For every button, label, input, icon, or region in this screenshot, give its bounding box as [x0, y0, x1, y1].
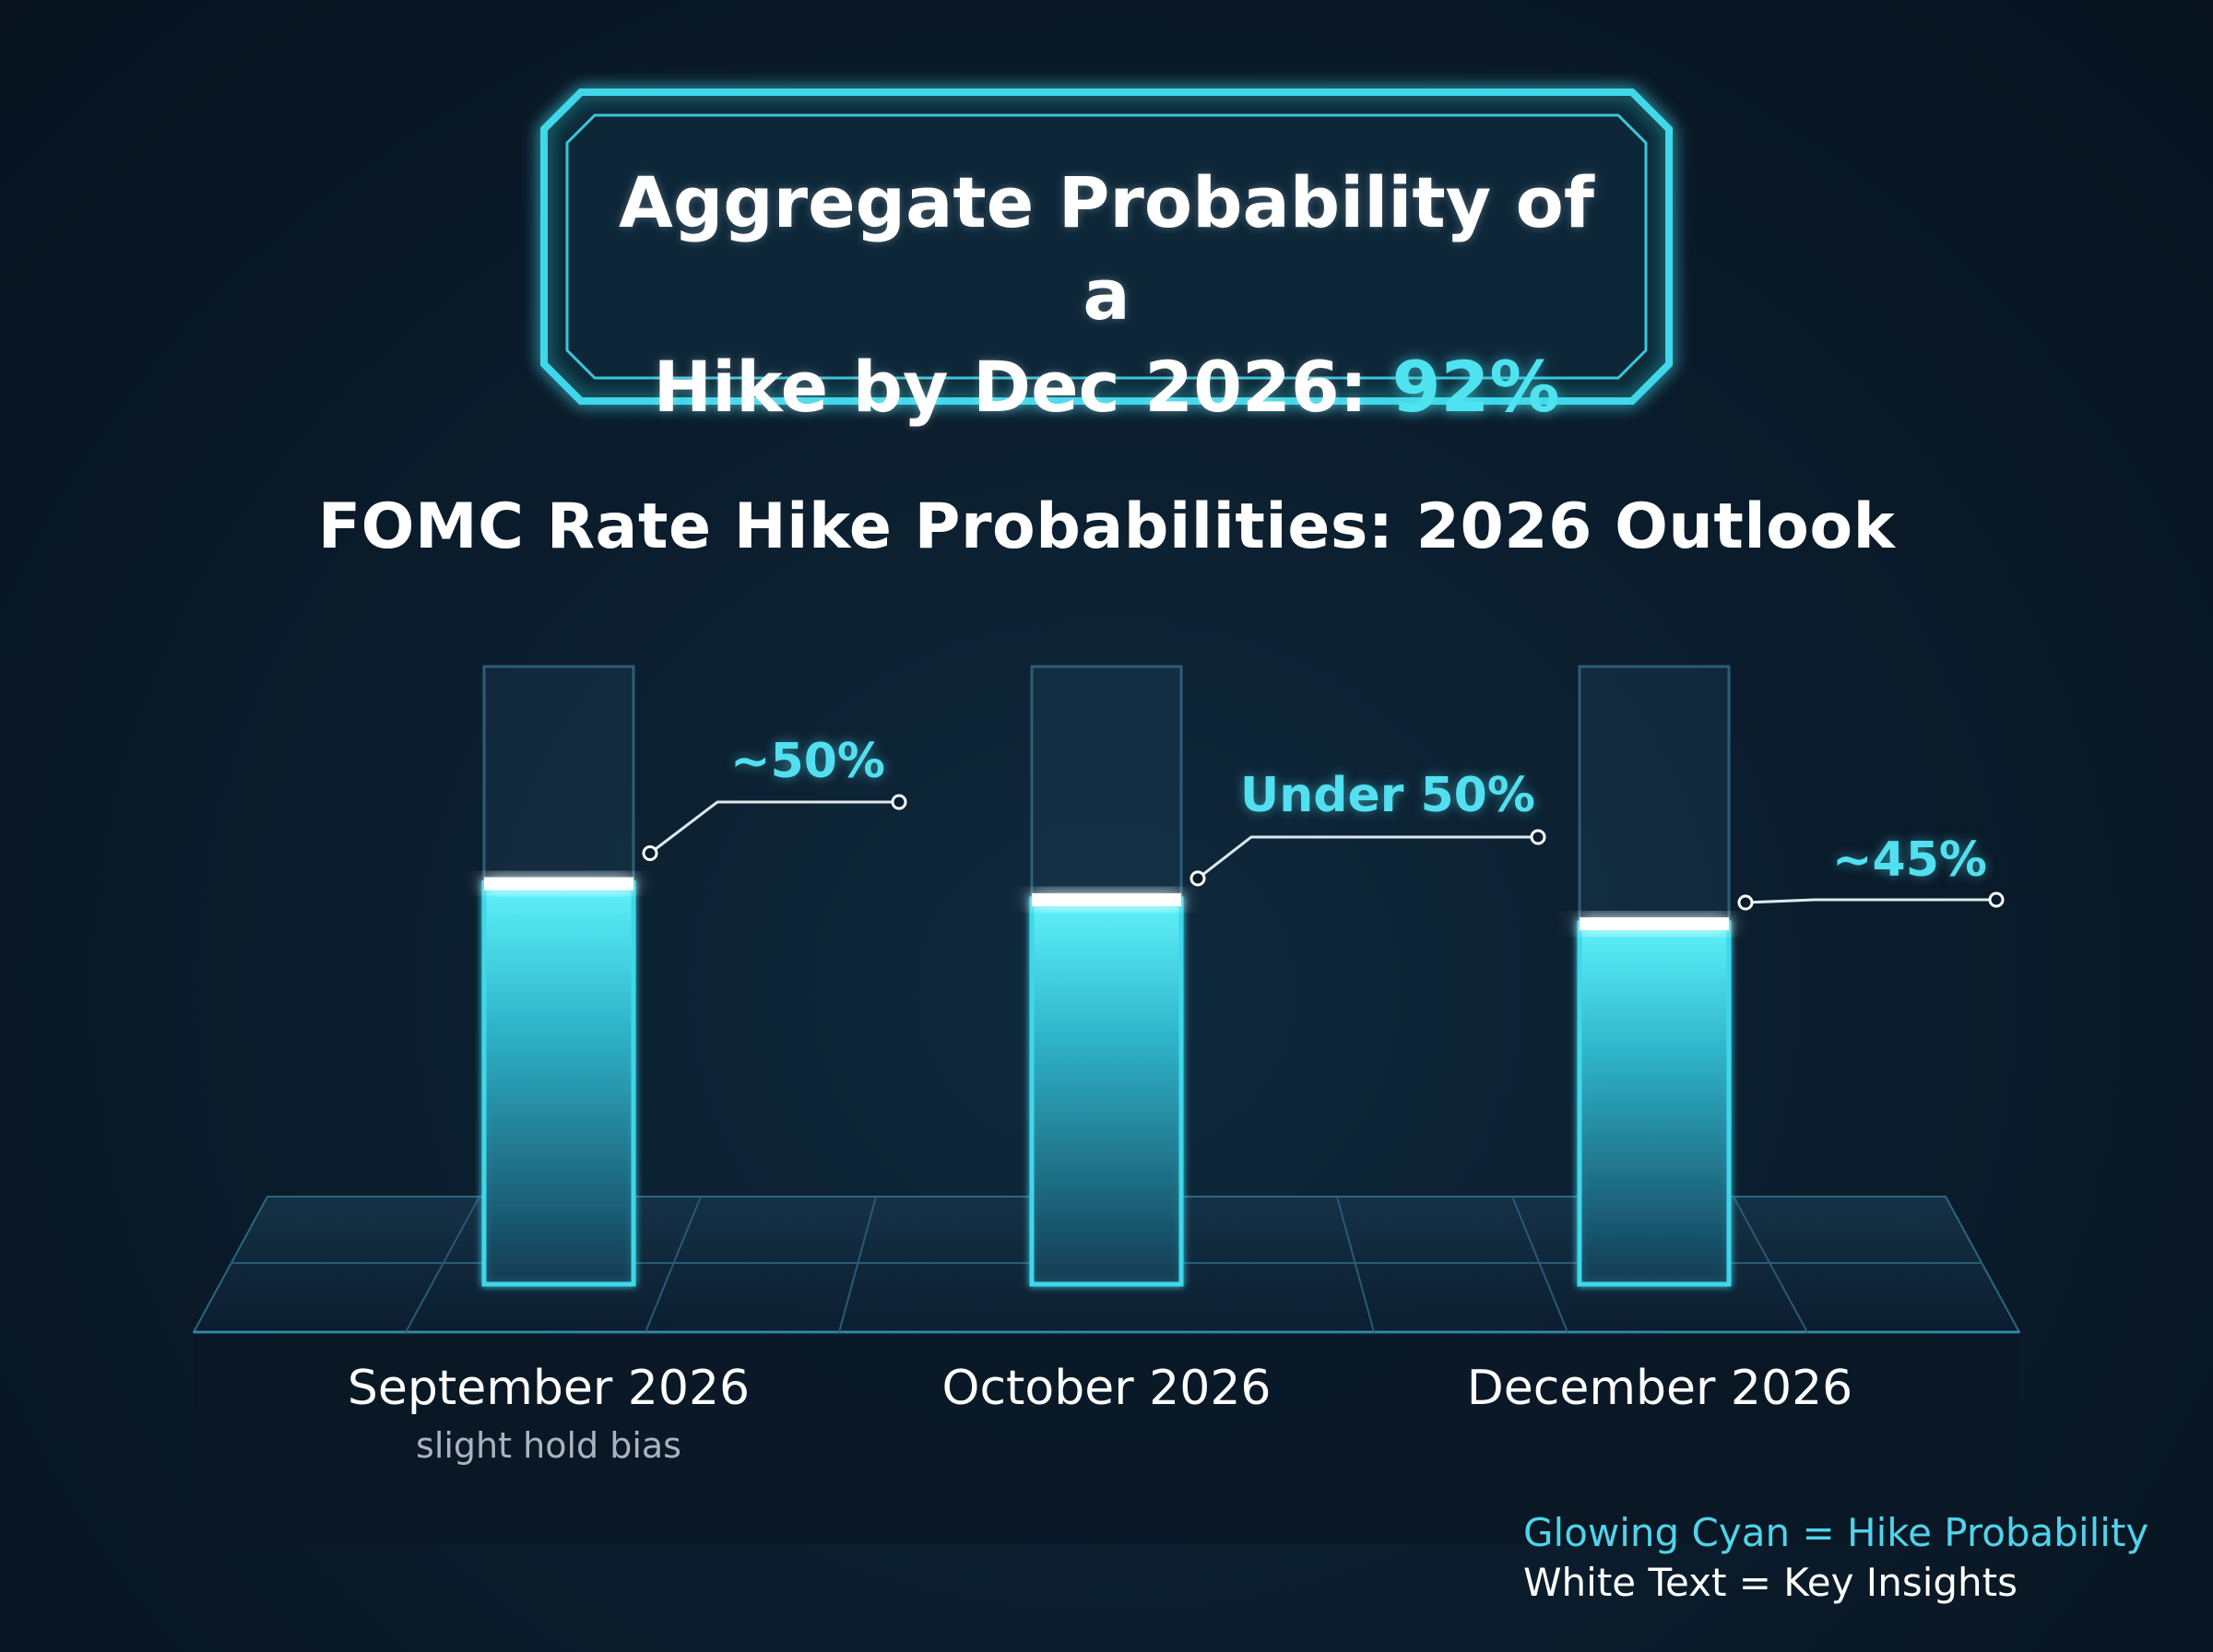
category-label-september: September 2026 [347, 1361, 751, 1416]
callouts-layer [642, 794, 2005, 911]
floor-platform [192, 1196, 2021, 1544]
bar-cap-september [484, 877, 633, 891]
aggregate-probability-panel: Aggregate Probability of a Hike by Dec 2… [540, 88, 1673, 428]
callout-line-december [1745, 898, 1996, 904]
aggregate-probability-value: 92% [1391, 346, 1560, 428]
callout-dot-end-october [1530, 829, 1546, 845]
value-label-september: ~50% [729, 734, 886, 789]
bar-october [1029, 896, 1184, 1287]
bar-cap-october [1032, 892, 1181, 906]
aggregate-probability-title: Aggregate Probability of a Hike by Dec 2… [599, 157, 1614, 433]
callout-line-october [1197, 835, 1538, 880]
callout-dot-end-september [891, 794, 907, 810]
value-label-december: ~45% [1831, 832, 1988, 888]
bar-december [1577, 920, 1732, 1287]
category-note-september: slight hold bias [416, 1425, 681, 1466]
legend-cyan-entry: Glowing Cyan = Hike Probability [1523, 1510, 2149, 1555]
legend-white-entry: White Text = Key Insights [1523, 1560, 2018, 1605]
callout-dot-start-december [1737, 894, 1754, 911]
category-label-october: October 2026 [941, 1361, 1272, 1416]
bar-cap-december [1580, 917, 1729, 931]
value-label-october: Under 50% [1240, 768, 1535, 823]
legend: Glowing Cyan = Hike Probability White Te… [1523, 1508, 2187, 1608]
callout-dot-end-december [1988, 891, 2005, 908]
bars-layer [481, 665, 1732, 1287]
category-label-december: December 2026 [1466, 1361, 1853, 1416]
header-line-1: Aggregate Probability of a [619, 161, 1594, 336]
header-line-2: Hike by Dec 2026: [653, 346, 1392, 428]
panel-frame [540, 88, 1673, 405]
chart-title: FOMC Rate Hike Probabilities: 2026 Outlo… [317, 490, 1896, 563]
callout-line-september [649, 800, 899, 855]
callout-dot-start-september [642, 845, 658, 861]
callout-dot-start-october [1189, 870, 1206, 887]
bar-september [481, 880, 636, 1287]
